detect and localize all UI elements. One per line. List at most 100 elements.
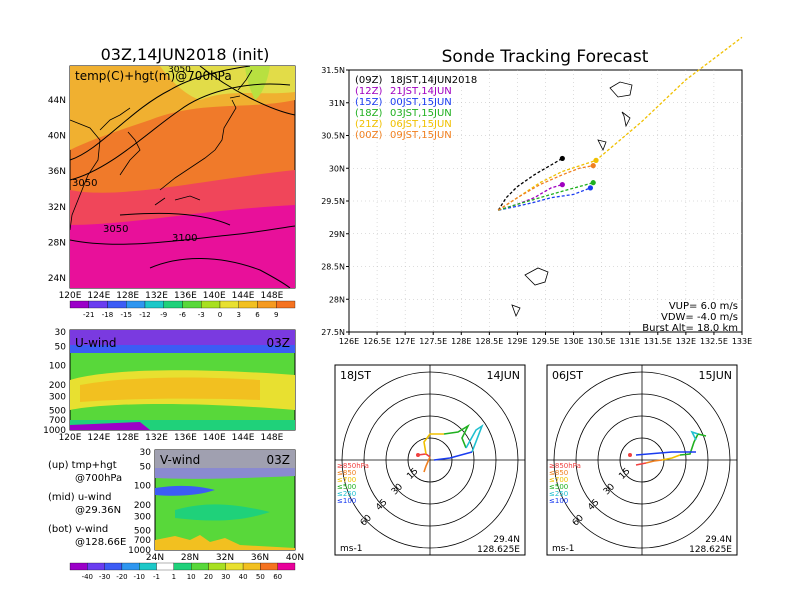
island — [511, 267, 549, 318]
lat-tick-label: 40N — [48, 132, 66, 142]
colorbar-swatch — [126, 300, 146, 309]
lon-tick-label: 140E — [203, 433, 226, 443]
lat-tick-label: 36N — [251, 553, 269, 563]
hodo-trace — [465, 423, 484, 453]
left-map-subtitle: temp(C)+hgt(m)@700hPa — [75, 69, 232, 83]
pressure-tick-label: 700 — [134, 536, 151, 546]
colorbar-swatch — [104, 562, 123, 571]
colorbar-swatch — [208, 562, 226, 571]
track-line — [498, 187, 591, 211]
track-line — [497, 157, 563, 211]
colorbar-label: 40 — [239, 573, 248, 581]
lon-tick-label: 144E — [232, 433, 255, 443]
lon-tick-label: 128E — [116, 291, 139, 301]
hodo-legend-item: ≤850 — [549, 469, 568, 477]
pressure-tick-label: 500 — [134, 527, 151, 537]
legend-text: 06JST,15JUN — [390, 119, 452, 130]
x-tick-label: 129.5E — [532, 337, 560, 346]
lon-tick-label: 144E — [232, 291, 255, 301]
hodo-time: 06JST — [552, 369, 583, 382]
legend-code: (15Z) — [355, 97, 382, 108]
contour-line — [199, 65, 296, 116]
hodo-trace — [423, 456, 431, 473]
hodo-surface-point — [628, 453, 632, 457]
pressure-tick-label: 100 — [49, 362, 66, 372]
hodo-legend-item: ≤500 — [337, 483, 356, 491]
left-map: temp(C)+hgt(m)@700hPa 3050 3050 3100 305… — [48, 65, 296, 301]
colorbar-swatch — [69, 300, 89, 309]
legend-code: (18Z) — [355, 108, 382, 119]
hodo-date: 14JUN — [486, 369, 520, 382]
contour-line — [119, 212, 231, 226]
colorbar-label: 10 — [187, 573, 196, 581]
hodo-lat: 29.4N — [493, 535, 520, 545]
note-line: @700hPa — [75, 473, 122, 484]
uwind-time: 03Z — [267, 336, 291, 350]
vwind-label: V-wind — [160, 453, 200, 467]
colorbar-label: -12 — [139, 311, 150, 319]
contour-label: 3050 — [103, 224, 128, 235]
hodo-unit: ms-1 — [340, 544, 362, 554]
track-line — [498, 183, 563, 211]
x-tick-label: 128.5E — [475, 337, 503, 346]
hodo-trace — [679, 433, 707, 456]
lat-tick-label: 24N — [146, 553, 164, 563]
legend-text: 00JST,15JUN — [390, 97, 452, 108]
tracking-x-ticks: 126E 126.5E 127E 127.5E 128E 128.5E 129E 129.5E… — [339, 332, 752, 346]
hodo-lon: 128.625E — [477, 545, 520, 555]
x-tick-label: 130E — [563, 337, 583, 346]
colorbar-swatch — [260, 562, 278, 571]
colorbar-label: -18 — [102, 311, 113, 319]
wind-colorbar: -40 -30 -20 -10 -1 1 10 20 30 40 50 60 — [69, 562, 296, 581]
track-endpoint — [587, 185, 594, 191]
colorbar-swatch — [191, 562, 209, 571]
y-tick-label: 31.5N — [321, 66, 345, 75]
pressure-tick-label: 200 — [49, 381, 66, 391]
hodo-time: 18JST — [340, 369, 371, 382]
pressure-tick-label: 1000 — [43, 426, 66, 436]
colorbar-swatch — [277, 562, 296, 571]
left-map-title: 03Z,14JUN2018 (init) — [101, 45, 270, 64]
colorbar-label: 20 — [204, 573, 213, 581]
colorbar-label: 60 — [273, 573, 282, 581]
note-line: (mid) u-wind — [48, 492, 111, 503]
colorbar-label: -21 — [83, 311, 94, 319]
colorbar-label: 6 — [255, 311, 260, 319]
colorbar-label: -15 — [121, 311, 132, 319]
pressure-tick-label: 30 — [55, 328, 67, 338]
tracking-legend: (09Z) 18JST,14JUN2018 (12Z) 21JST,14JUN (15Z… — [355, 75, 477, 141]
uwind-jet-core — [80, 377, 260, 402]
lon-tick-label: 132E — [145, 291, 168, 301]
hodo-trace — [690, 430, 699, 441]
y-tick-label: 30N — [329, 164, 345, 173]
lon-tick-label: 120E — [59, 433, 82, 443]
legend-code: (09Z) — [355, 75, 382, 86]
hodo-unit: ms-1 — [552, 544, 574, 554]
hodo-legend-item: ≤700 — [549, 476, 568, 484]
lat-tick-label: 32N — [216, 553, 234, 563]
colorbar-swatch — [276, 300, 296, 309]
lon-tick-label: 124E — [87, 433, 110, 443]
pressure-tick-label: 1000 — [128, 546, 151, 556]
track-line — [498, 182, 594, 211]
legend-text: 18JST,14JUN2018 — [390, 75, 477, 86]
info-vup: VUP= 6.0 m/s — [669, 301, 738, 312]
uwind-lon-ticks: 120E 124E 128E 132E 136E 140E 144E 148E — [59, 433, 284, 443]
coastline — [99, 99, 237, 206]
x-tick-label: 128E — [451, 337, 471, 346]
hodo-trace — [423, 433, 444, 455]
left-map-lat-ticks: 44N 40N 36N 32N 28N 24N — [48, 96, 66, 284]
x-tick-label: 130.5E — [588, 337, 616, 346]
contour-line — [69, 225, 296, 245]
x-tick-label: 126.5E — [363, 337, 391, 346]
colorbar-swatch — [201, 300, 221, 309]
note-line: @128.66E — [75, 537, 126, 548]
hodo-legend-item: ≥850hPa — [337, 462, 369, 470]
y-tick-label: 28N — [329, 295, 345, 304]
track-endpoint — [590, 180, 596, 186]
colorbar-swatch — [163, 300, 183, 309]
x-tick-label: 133E — [732, 337, 752, 346]
colorbar-swatch — [139, 562, 157, 571]
